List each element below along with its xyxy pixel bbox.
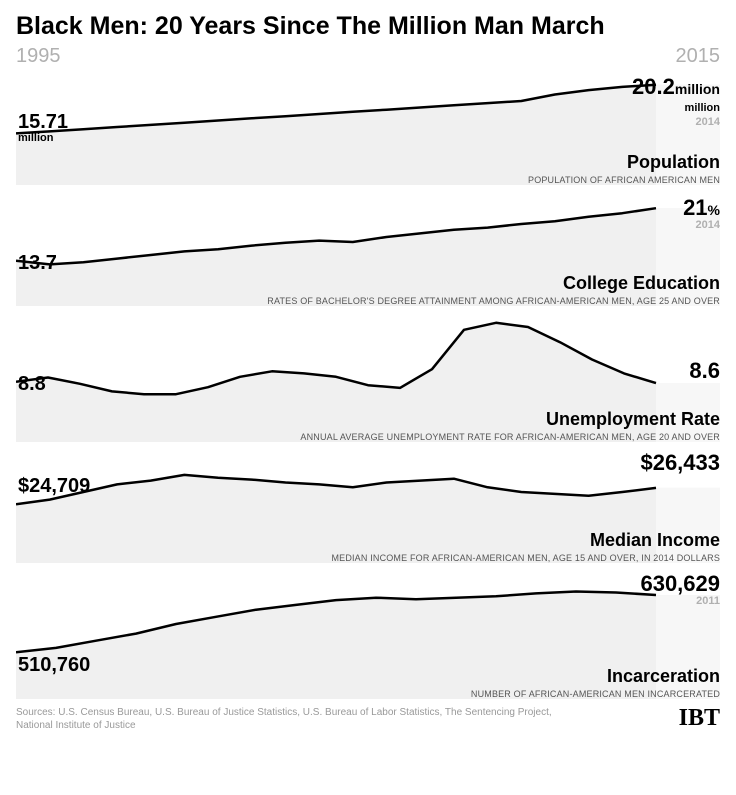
panel-college: 13.7 21%2014 College Education RATES OF BAC… — [16, 191, 720, 306]
sources-text: Sources: U.S. Census Bureau, U.S. Bureau… — [16, 706, 576, 732]
end-value-unemployment: 8.6 — [689, 360, 720, 382]
start-value-unemployment: 8.8 — [18, 374, 46, 394]
panel-subtitle-college: RATES OF BACHELOR'S DEGREE ATTAINMENT AM… — [267, 296, 720, 306]
panel-title-income: Median Income — [590, 530, 720, 551]
year-range: 1995 2015 — [16, 45, 720, 68]
panel-unemployment: 8.8 8.6 Unemployment Rate ANNUAL AVERAGE UN… — [16, 312, 720, 442]
panel-title-unemployment: Unemployment Rate — [546, 409, 720, 430]
panel-population: 15.71million 20.2millionmillion2014 Popula… — [16, 70, 720, 185]
panel-subtitle-population: POPULATION OF AFRICAN AMERICAN MEN — [528, 175, 720, 185]
panel-title-college: College Education — [563, 273, 720, 294]
end-value-college: 21%2014 — [683, 197, 720, 232]
end-value-incarceration: 630,6292011 — [640, 573, 720, 608]
end-value-population: 20.2millionmillion2014 — [632, 76, 720, 129]
panel-incarceration: 510,760 630,6292011 Incarceration NUMBER OF… — [16, 569, 720, 699]
brand-logo: IBT — [679, 705, 720, 732]
start-value-population: 15.71million — [18, 112, 68, 144]
panel-income: $24,709 $26,433 Median Income MEDIAN INCOME… — [16, 448, 720, 563]
start-value-college: 13.7 — [18, 253, 57, 273]
panel-subtitle-income: MEDIAN INCOME FOR AFRICAN-AMERICAN MEN, … — [331, 553, 720, 563]
panel-subtitle-unemployment: ANNUAL AVERAGE UNEMPLOYMENT RATE FOR AFR… — [300, 432, 720, 442]
start-value-income: $24,709 — [18, 476, 90, 496]
start-value-incarceration: 510,760 — [18, 655, 90, 675]
panel-title-population: Population — [627, 152, 720, 173]
panel-title-incarceration: Incarceration — [607, 666, 720, 687]
year-start: 1995 — [16, 45, 61, 68]
end-value-income: $26,433 — [640, 452, 720, 474]
panel-subtitle-incarceration: NUMBER OF AFRICAN-AMERICAN MEN INCARCERA… — [471, 689, 720, 699]
chart-population — [16, 70, 720, 185]
main-title: Black Men: 20 Years Since The Million Ma… — [16, 12, 720, 41]
year-end: 2015 — [676, 45, 721, 68]
footer: Sources: U.S. Census Bureau, U.S. Bureau… — [16, 705, 720, 732]
